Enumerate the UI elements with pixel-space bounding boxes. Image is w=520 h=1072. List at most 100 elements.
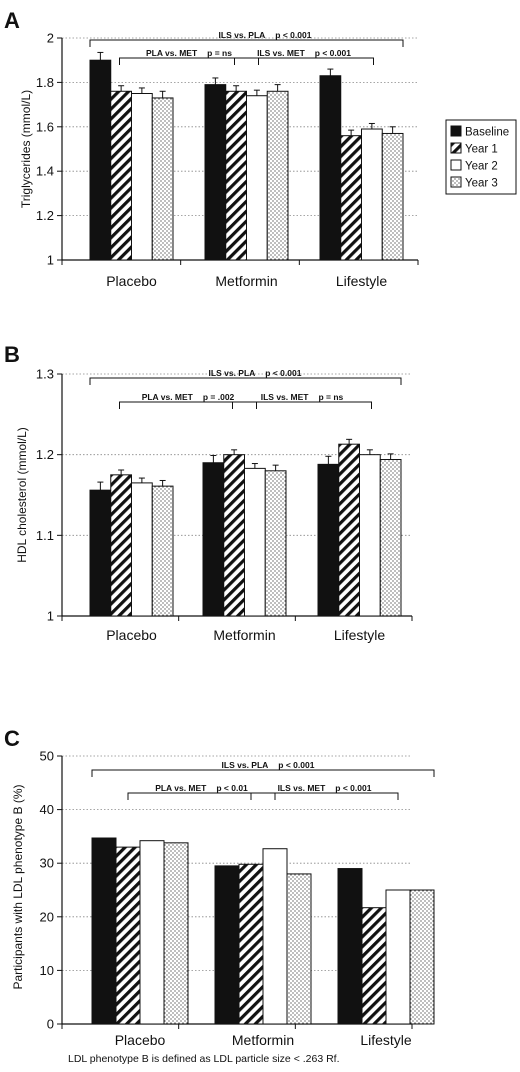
bar-year-2-metformin: [262, 848, 288, 1025]
y-tick-label: 1.8: [36, 75, 54, 90]
bar-year-1-metformin: [225, 90, 247, 261]
bar-year-1-metformin: [223, 454, 245, 617]
bar-year-3-metformin: [264, 470, 287, 617]
y-tick-label: 40: [40, 802, 54, 817]
bar-baseline-metformin: [202, 462, 225, 617]
legend-label: Year 2: [465, 161, 498, 173]
x-category-label: Metformin: [215, 273, 277, 289]
significance-label: ILS vs. PLA p < 0.001: [219, 30, 312, 40]
x-category-label: Metformin: [213, 627, 275, 643]
significance-label: ILS vs. MET p < 0.001: [278, 783, 372, 793]
bar-baseline-metformin: [204, 84, 227, 261]
y-tick-label: 1.2: [36, 208, 54, 223]
bar-baseline-lifestyle: [319, 75, 342, 261]
bar-year-1-lifestyle: [338, 443, 360, 617]
x-category-label: Lifestyle: [334, 627, 386, 643]
comparison-label: ILS vs. PLA: [219, 30, 266, 40]
y-tick-label: 1.2: [36, 447, 54, 462]
bar-year-2-placebo: [131, 482, 153, 617]
bar-baseline-placebo: [91, 837, 117, 1025]
bar-baseline-lifestyle: [317, 463, 340, 617]
chart-panel-b: B 1 1.1 1.2 1.3 HDL cholesterol (mmol/L) Place…: [4, 342, 413, 643]
x-category-label: Placebo: [115, 1032, 166, 1048]
y-tick-label: 50: [40, 749, 54, 764]
significance-bracket: [232, 401, 372, 409]
x-category-label: Lifestyle: [336, 273, 388, 289]
bar-year-1-lifestyle: [361, 907, 387, 1025]
significance-bracket: [127, 792, 276, 800]
comparison-label: PLA vs. MET: [146, 48, 198, 58]
y-tick-label: 10: [40, 963, 54, 978]
p-value: p < 0.001: [335, 783, 371, 793]
legend-label: Year 1: [465, 144, 498, 156]
bar-year-3-placebo: [151, 485, 174, 617]
y-axis-label: HDL cholesterol (mmol/L): [15, 427, 29, 563]
chart-panel-c: C 0 10 20 30 40 50 Participants with LDL phenot…: [4, 726, 435, 1065]
panel-letter: B: [4, 342, 20, 367]
bar-year-3-lifestyle: [381, 132, 404, 261]
p-value: p < 0.01: [216, 783, 248, 793]
significance-label: PLA vs. MET p = .002: [142, 392, 235, 402]
y-tick-label: 1.1: [36, 528, 54, 543]
legend-swatch-baseline: [450, 125, 462, 137]
significance-bracket: [91, 769, 435, 777]
p-value: p < 0.001: [278, 760, 314, 770]
significance-label: ILS vs. MET p < 0.001: [257, 48, 351, 58]
significance-label: PLA vs. MET p < 0.01: [155, 783, 248, 793]
bar-year-3-lifestyle: [379, 459, 402, 617]
bar-year-1-metformin: [238, 863, 264, 1025]
significance-label: PLA vs. MET p = ns: [146, 48, 232, 58]
bar-year-1-lifestyle: [340, 135, 362, 261]
significance-bracket: [119, 57, 259, 65]
bar-baseline-metformin: [214, 865, 240, 1025]
x-category-label: Placebo: [106, 273, 157, 289]
bar-year-3-placebo: [163, 842, 189, 1025]
bar-year-1-placebo: [110, 474, 132, 617]
y-axis-label: Participants with LDL phenotype B (%): [11, 785, 25, 990]
significance-bracket: [234, 57, 374, 65]
x-category-label: Lifestyle: [360, 1032, 412, 1048]
bar-baseline-lifestyle: [337, 868, 363, 1025]
x-category-label: Placebo: [106, 627, 157, 643]
comparison-label: ILS vs. MET: [278, 783, 327, 793]
y-axis-label: Triglycerides (mmol/L): [19, 90, 33, 208]
legend-swatch-year-2: [450, 159, 462, 171]
legend-label: Baseline: [465, 127, 509, 139]
panel-letter: A: [4, 8, 20, 33]
comparison-label: ILS vs. MET: [257, 48, 306, 58]
legend-swatch-year-1: [450, 142, 462, 154]
comparison-label: PLA vs. MET: [142, 392, 194, 402]
bar-year-1-placebo: [110, 90, 132, 261]
p-value: p < 0.001: [265, 368, 301, 378]
footnote: LDL phenotype B is defined as LDL partic…: [68, 1053, 340, 1065]
significance-label: ILS vs. PLA p < 0.001: [222, 760, 315, 770]
y-tick-label: 30: [40, 856, 54, 871]
y-tick-label: 1.4: [36, 164, 54, 179]
significance-bracket: [89, 377, 402, 385]
bar-baseline-placebo: [89, 59, 112, 261]
legend-label: Year 3: [465, 178, 498, 190]
p-value: p = ns: [207, 48, 232, 58]
comparison-label: ILS vs. PLA: [209, 368, 256, 378]
bar-year-2-placebo: [131, 93, 153, 261]
bar-year-2-lifestyle: [359, 454, 381, 617]
panel-letter: C: [4, 726, 20, 751]
y-tick-label: 0: [47, 1017, 54, 1032]
y-tick-label: 1: [47, 609, 54, 624]
comparison-label: PLA vs. MET: [155, 783, 207, 793]
y-tick-label: 1: [47, 253, 54, 268]
legend-swatch-year-3: [450, 176, 462, 188]
p-value: p = .002: [203, 392, 235, 402]
significance-bracket: [250, 792, 399, 800]
bar-year-2-metformin: [246, 95, 268, 261]
p-value: p < 0.001: [275, 30, 311, 40]
bar-year-3-metformin: [266, 90, 289, 261]
y-tick-label: 1.6: [36, 119, 54, 134]
comparison-label: ILS vs. PLA: [222, 760, 269, 770]
p-value: p < 0.001: [315, 48, 351, 58]
comparison-label: ILS vs. MET: [261, 392, 310, 402]
chart-panel-a: A 1 1.2 1.4 1.6 1.8 2 Triglycerides (mmol/L) Pla…: [4, 8, 517, 289]
bar-year-2-lifestyle: [385, 889, 411, 1025]
significance-bracket: [89, 39, 404, 47]
